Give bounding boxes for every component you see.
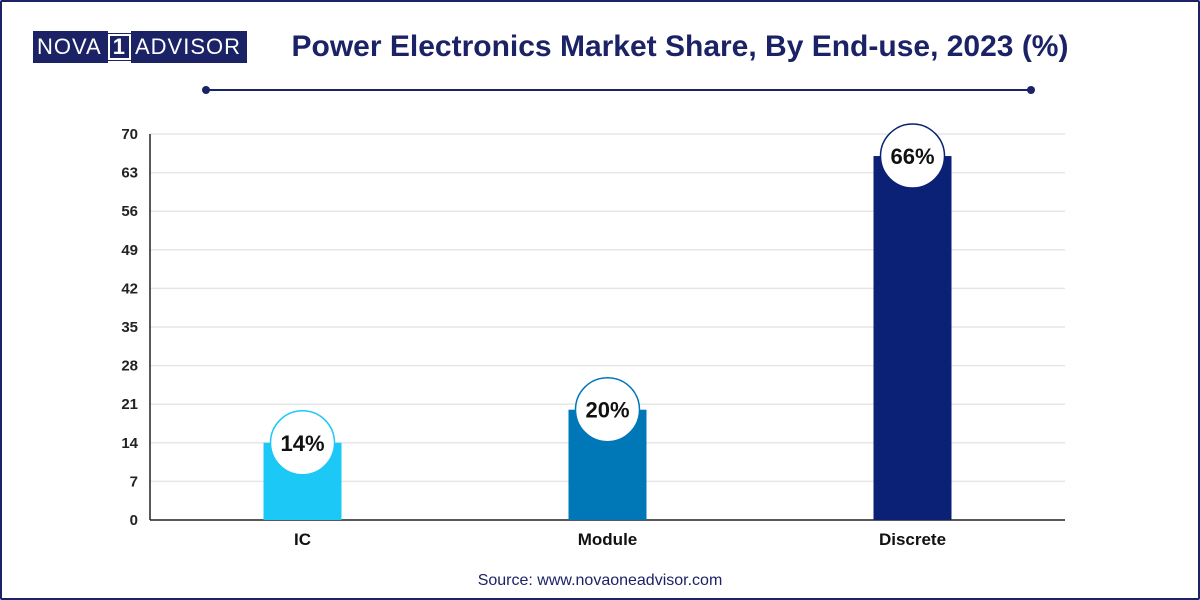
- logo: NOVA 1 ADVISOR: [33, 31, 247, 63]
- y-tick-label: 0: [130, 512, 138, 529]
- y-tick-label: 56: [121, 203, 138, 220]
- x-tick-label: IC: [294, 530, 311, 549]
- data-label-bubble: [879, 123, 946, 189]
- y-tick-label: 49: [121, 242, 138, 259]
- source-note: Source: www.novaoneadvisor.com: [477, 572, 723, 589]
- data-label: 66%: [890, 144, 934, 169]
- bar-discrete: [873, 156, 952, 521]
- y-tick-label: 7: [130, 473, 138, 490]
- y-tick-label: 35: [121, 319, 138, 336]
- title-underline-dot-left: [202, 86, 210, 94]
- logo-text-advisor: ADVISOR: [130, 31, 247, 63]
- data-label-bubble: [574, 376, 641, 443]
- x-tick-label: Module: [578, 530, 638, 549]
- title-underline-dot-right: [1027, 86, 1035, 94]
- y-tick-label: 63: [121, 165, 138, 182]
- logo-text-nova: NOVA: [33, 31, 108, 63]
- y-tick-label: 21: [121, 396, 138, 413]
- chart-title: Power Electronics Market Share, By End-u…: [291, 30, 1069, 63]
- data-label: 14%: [280, 431, 324, 456]
- data-label: 20%: [585, 398, 629, 423]
- y-tick-label: 42: [121, 280, 138, 297]
- logo-text-one: 1: [106, 33, 132, 61]
- data-label-bubble: [269, 410, 336, 476]
- y-tick-label: 70: [121, 126, 138, 143]
- title-underline: [205, 89, 1031, 91]
- y-tick-label: 14: [121, 435, 138, 452]
- y-tick-label: 28: [121, 358, 138, 375]
- x-tick-label: Discrete: [879, 530, 946, 549]
